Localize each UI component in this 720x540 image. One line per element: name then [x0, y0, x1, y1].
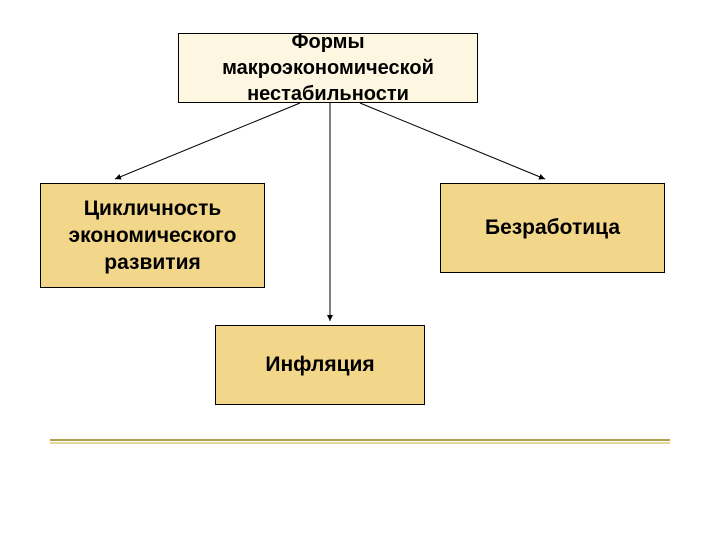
- connector-line: [360, 103, 545, 179]
- node-n1: Цикличность экономического развития: [40, 183, 265, 288]
- node-n3: Инфляция: [215, 325, 425, 405]
- node-label: Цикличность экономического развития: [51, 195, 254, 277]
- node-label: Безработица: [485, 214, 620, 241]
- diagram-canvas: Формы макроэкономической нестабильности Ц…: [0, 0, 720, 540]
- node-label: Формы макроэкономической нестабильности: [189, 29, 467, 107]
- node-root: Формы макроэкономической нестабильности: [178, 33, 478, 103]
- node-label: Инфляция: [265, 351, 374, 378]
- node-n2: Безработица: [440, 183, 665, 273]
- connector-line: [115, 103, 300, 179]
